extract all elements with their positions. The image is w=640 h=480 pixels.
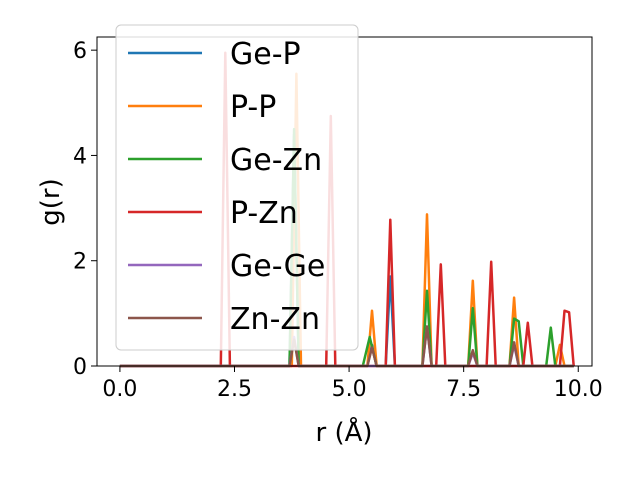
legend-label: Ge-Zn bbox=[230, 143, 322, 178]
y-tick-label: 6 bbox=[73, 39, 87, 64]
x-tick-label: 7.5 bbox=[446, 377, 481, 402]
y-axis-label: g(r) bbox=[36, 178, 66, 225]
y-axis-ticks: 0 2 4 6 bbox=[73, 39, 97, 380]
legend: Ge-P P-P Ge-Zn P-Zn Ge-Ge Zn-Zn bbox=[115, 24, 359, 351]
x-axis-label: r (Å) bbox=[315, 416, 372, 448]
legend-label: Ge-Ge bbox=[230, 249, 325, 284]
x-axis-ticks: 0.0 2.5 5.0 7.5 10.0 bbox=[102, 366, 603, 402]
y-tick-label: 0 bbox=[73, 355, 87, 380]
x-tick-label: 5.0 bbox=[332, 377, 367, 402]
legend-label: P-P bbox=[230, 90, 276, 125]
y-tick-label: 2 bbox=[73, 250, 87, 275]
x-tick-label: 0.0 bbox=[102, 377, 137, 402]
series-line-5 bbox=[119, 325, 574, 368]
legend-label: Ge-P bbox=[230, 37, 301, 72]
x-tick-label: 10.0 bbox=[554, 377, 603, 402]
legend-label: P-Zn bbox=[230, 196, 298, 231]
legend-label: Zn-Zn bbox=[230, 302, 320, 337]
y-tick-label: 4 bbox=[73, 144, 87, 169]
x-tick-label: 2.5 bbox=[217, 377, 252, 402]
